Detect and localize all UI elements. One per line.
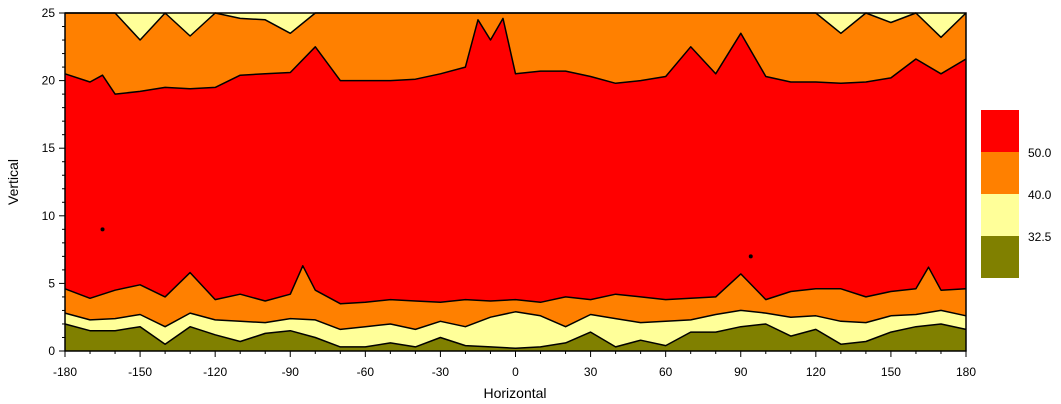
x-axis-title: Horizontal: [483, 385, 546, 401]
x-tick-label: -180: [53, 365, 77, 379]
contour-point-1: [748, 254, 753, 259]
contour-point-0: [100, 227, 105, 232]
y-axis-title: Vertical: [5, 159, 21, 205]
contour-line-top-50-0: [64, 17, 967, 95]
legend-swatch-0: [981, 110, 1019, 152]
contour-line-bottom-40-0: [64, 309, 967, 331]
band-32-5-to-40-bottom: [65, 310, 966, 349]
legend-label: 32.5: [1028, 230, 1052, 244]
y-tick-label: 20: [42, 74, 56, 88]
x-tick-label: 150: [881, 365, 901, 379]
x-tick-label: 60: [659, 365, 673, 379]
y-tick-label: 25: [42, 6, 56, 20]
x-tick-label: -60: [357, 365, 375, 379]
contour-line-bottom-50-0: [64, 265, 967, 305]
legend-swatch-3: [981, 236, 1019, 278]
x-tick-label: 90: [734, 365, 748, 379]
y-tick-label: 0: [48, 344, 55, 358]
y-tick-label: 10: [42, 209, 56, 223]
x-tick-label: -120: [203, 365, 227, 379]
legend: 50.0 40.0 32.5: [981, 110, 1052, 278]
contour-line-bottom-32-5: [64, 323, 967, 350]
legend-swatch-2: [981, 194, 1019, 236]
y-tick-label: 5: [48, 276, 55, 290]
x-tick-label: -150: [128, 365, 152, 379]
x-tick-label: -30: [432, 365, 450, 379]
x-tick-label: 0: [512, 365, 519, 379]
x-tick-label: 120: [806, 365, 826, 379]
legend-label: 40.0: [1028, 188, 1052, 202]
band-above-50: [65, 18, 966, 304]
x-tick-label: -90: [282, 365, 300, 379]
x-axis: -180 -150 -120 -90 -60 -30 0 30 60 90 120 150 180: [53, 351, 976, 379]
legend-swatch-1: [981, 152, 1019, 194]
x-tick-label: 180: [956, 365, 976, 379]
legend-label: 50.0: [1028, 146, 1052, 160]
y-axis: 0 5 10 15 20 25: [42, 6, 65, 358]
y-tick-label: 15: [42, 141, 56, 155]
plot-area: [65, 13, 966, 351]
contour-lines: [64, 12, 967, 352]
x-tick-label: 30: [584, 365, 598, 379]
